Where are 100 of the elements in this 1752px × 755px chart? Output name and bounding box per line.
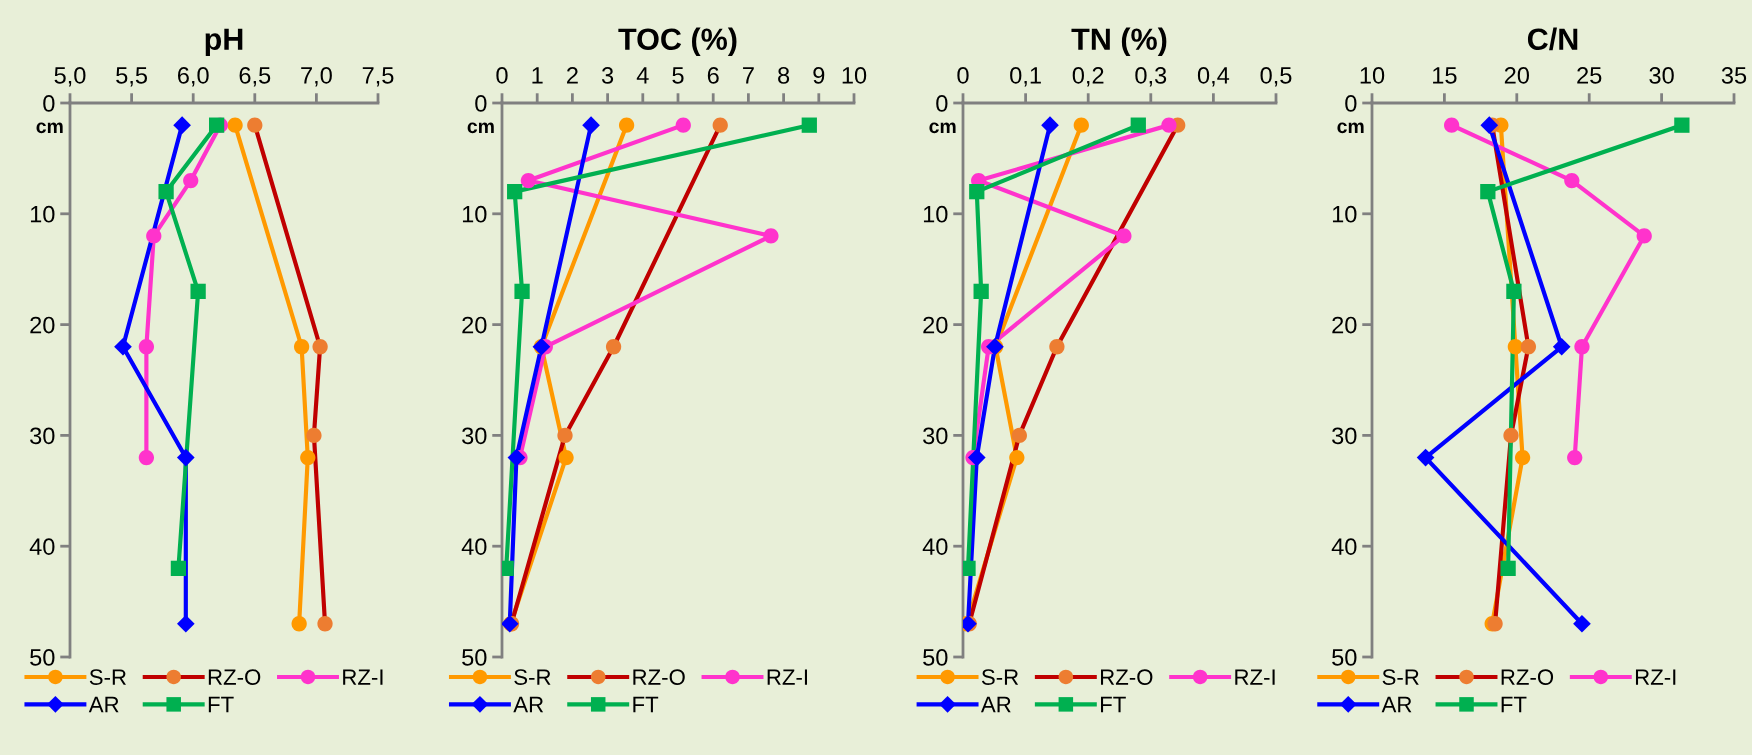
point [306,427,322,444]
legend-label: FT [1501,696,1527,713]
point [158,184,174,200]
y-tick-label: 30 [30,427,55,445]
y-axis-title: cm [1337,122,1364,134]
point [1041,116,1059,134]
point [1520,339,1537,355]
legend-label: AR [980,696,1011,713]
point [227,117,243,133]
y-tick-label: 50 [923,649,948,666]
point [1130,117,1146,133]
point [293,339,310,355]
x-tick-label: 15 [1433,67,1457,84]
point [1567,449,1583,466]
y-axis-title: cm [929,122,956,134]
legend-label: RZ-O [208,669,261,685]
x-tick-label: 10 [1360,67,1385,84]
x-tick-label: 0,3 [1135,67,1167,87]
chart-title: TOC (%) [618,27,737,57]
point [1506,283,1522,299]
x-tick-label: 10 [842,67,867,84]
x-tick-label: 8 [778,67,790,84]
point [1073,117,1089,133]
point [170,560,187,576]
point [507,184,523,200]
y-tick-label: 0 [936,95,948,112]
point [1636,228,1652,244]
x-tick-label: 6,5 [239,67,271,87]
y-tick-label: 0 [475,95,487,112]
legend-label: S-R [981,669,1019,685]
point [1444,117,1460,133]
legend-label: RZ-O [633,669,685,685]
x-tick-label: 0 [496,67,508,84]
point [558,449,574,466]
y-tick-label: 0 [1345,95,1357,112]
y-tick-label: 40 [29,538,55,555]
point [618,117,635,133]
y-tick-label: 30 [1332,427,1357,445]
x-tick-label: 35 [1721,67,1747,84]
legend-label: RZ-I [1635,669,1676,685]
x-tick-label: 0,4 [1197,67,1230,87]
x-tick-label: 7,0 [301,67,332,87]
y-tick-label: 10 [30,205,55,223]
point [1116,228,1132,244]
point [317,616,333,632]
chart-title: pH [205,28,243,57]
point [146,228,162,244]
chart-title: C/N [1527,27,1578,51]
point [712,117,728,133]
y-axis-title: cm [36,122,63,134]
x-tick-label: 6,0 [177,67,209,87]
point [582,116,600,134]
point [1574,339,1590,355]
legend-label: FT [633,696,659,713]
point [1500,560,1516,576]
point [763,228,779,244]
point [173,116,191,134]
point [967,448,986,467]
x-tick-label: 5,0 [54,67,86,87]
y-tick-label: 40 [1331,538,1357,555]
legend-label: FT [1100,696,1126,713]
point [300,449,316,466]
point [1674,117,1690,133]
legend-label: AR [88,696,119,713]
point [1507,339,1523,355]
point [605,339,622,355]
x-tick-label: 2 [567,67,578,84]
point [801,117,817,133]
y-axis-title: cm [467,122,494,134]
legend-label: S-R [89,669,126,685]
point [557,427,573,444]
point [507,448,526,467]
point [176,448,195,467]
legend-label: RZ-I [767,669,807,685]
legend-label: S-R [1382,669,1419,685]
point [247,117,263,133]
y-tick-label: 20 [1332,316,1357,334]
point [1416,448,1435,467]
point [1049,339,1065,355]
y-tick-label: 50 [1332,649,1357,666]
point [1552,337,1571,356]
point [1011,427,1027,444]
x-tick-label: 0,2 [1072,67,1104,87]
point [138,449,155,466]
x-tick-label: 7 [743,67,754,84]
point [969,184,985,200]
y-tick-label: 40 [922,538,948,555]
chart-title: TN (%) [1071,27,1167,57]
x-tick-label: 5 [672,67,684,84]
y-tick-label: 20 [462,316,487,334]
point [520,172,537,189]
x-tick-label: 0,5 [1260,67,1292,87]
point [675,117,691,133]
point [190,283,206,299]
point [1480,116,1499,134]
legend-label: RZ-O [1501,669,1554,685]
y-tick-label: 10 [923,205,948,223]
x-tick-label: 7,5 [362,67,394,87]
legend-label: FT [208,696,234,713]
x-tick-label: 9 [813,67,825,84]
